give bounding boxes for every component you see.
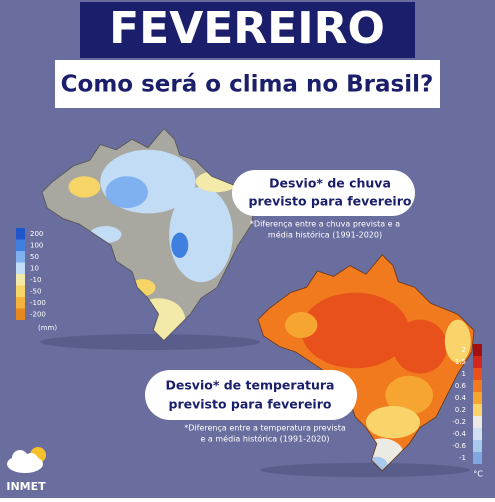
legend-label: -50 [30, 287, 41, 295]
temperature-legend: 2 1.5 1 0.6 0.4 0.2 -0.2 -0.4 -0.6 -1 °C [452, 344, 483, 479]
rain-note: média histórica (1991-2020) [268, 230, 382, 240]
legend-label: 0.2 [455, 406, 466, 414]
logo-text: INMET [6, 480, 46, 493]
legend-label: 0.4 [455, 394, 467, 402]
temperature-note: e a média histórica (1991-2020) [200, 434, 329, 444]
legend-label: -1 [459, 454, 466, 462]
legend-swatch [16, 262, 25, 274]
subtitle: Como será o clima no Brasil? [61, 72, 434, 98]
legend-swatch [16, 274, 25, 286]
legend-unit: (mm) [38, 324, 57, 332]
legend-swatch [473, 404, 482, 416]
legend-swatch [473, 440, 482, 452]
rain-map [41, 128, 255, 342]
legend-swatch [16, 285, 25, 297]
legend-label: 100 [30, 241, 43, 249]
legend-label: -10 [30, 276, 41, 284]
legend-label: 50 [30, 253, 39, 261]
legend-swatch [16, 251, 25, 263]
temperature-title: Desvio* de temperatura [166, 378, 335, 393]
legend-label: -100 [30, 299, 46, 307]
legend-label: 1.5 [455, 358, 466, 366]
rain-title: Desvio* de chuva [269, 176, 391, 191]
legend-label: 200 [30, 230, 43, 238]
legend-label: -200 [30, 310, 46, 318]
legend-label: 2 [462, 346, 466, 354]
subtitle-box [55, 60, 440, 108]
legend-swatch [473, 416, 482, 428]
legend-swatch [473, 368, 482, 380]
legend-swatch [16, 297, 25, 309]
rain-title: previsto para fevereiro [249, 194, 412, 209]
legend-swatch [473, 380, 482, 392]
temperature-note: *Diferença entre a temperatura prevista [184, 424, 346, 433]
legend-swatch [16, 228, 25, 240]
legend-label: -0.4 [452, 430, 466, 438]
shadow [260, 463, 470, 477]
legend-swatch [473, 452, 482, 464]
temperature-title-box [145, 370, 357, 420]
legend-swatch [473, 428, 482, 440]
rain-note: *Diferença entre a chuva prevista e a [250, 220, 400, 229]
legend-label: -0.6 [452, 442, 466, 450]
legend-swatch [16, 239, 25, 251]
title-band [80, 2, 415, 58]
legend-swatch [473, 392, 482, 404]
legend-swatch [473, 356, 482, 368]
rain-legend: 200 100 50 10 -10 -50 -100 -200 (mm) [16, 228, 57, 332]
rain-title-box [232, 170, 415, 216]
legend-label: 10 [30, 264, 39, 272]
legend-swatch [16, 308, 25, 320]
legend-swatch [473, 344, 482, 356]
inmet-logo [7, 447, 46, 473]
title: FEVEREIRO [109, 3, 385, 54]
legend-label: 0.6 [455, 382, 467, 390]
legend-label: -0.2 [452, 418, 466, 426]
legend-label: 1 [462, 370, 466, 378]
temperature-title: previsto para fevereiro [169, 397, 332, 412]
shadow [40, 334, 260, 350]
legend-unit: °C [473, 470, 483, 479]
